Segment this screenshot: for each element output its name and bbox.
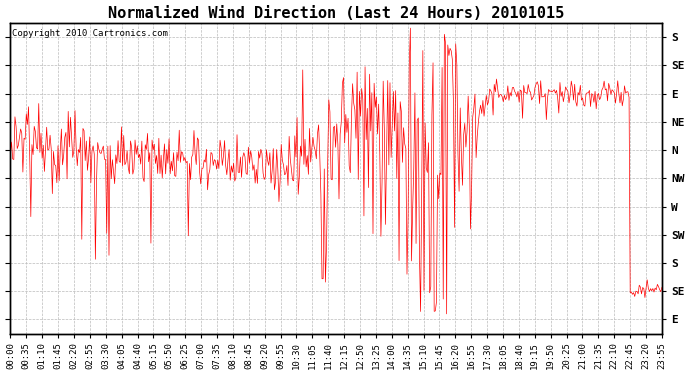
Title: Normalized Wind Direction (Last 24 Hours) 20101015: Normalized Wind Direction (Last 24 Hours… bbox=[108, 6, 564, 21]
Text: Copyright 2010 Cartronics.com: Copyright 2010 Cartronics.com bbox=[12, 29, 168, 38]
